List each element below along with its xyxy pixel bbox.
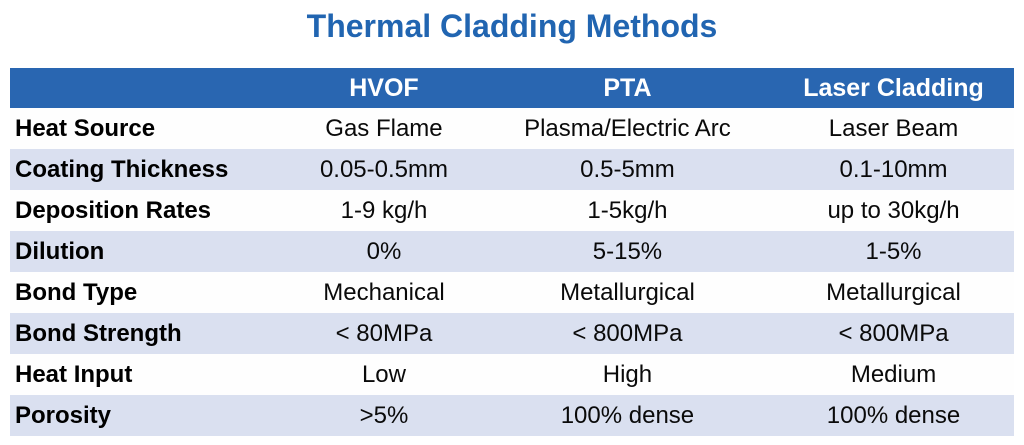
row-label: Dilution bbox=[15, 237, 105, 265]
cell-pta: Plasma/Electric Arc bbox=[524, 114, 731, 142]
cell-pta: 1-5kg/h bbox=[587, 196, 668, 224]
cell-laser: 1-5% bbox=[865, 237, 922, 265]
table-row-heat-source: Heat Source Gas Flame Plasma/Electric Ar… bbox=[10, 108, 1014, 149]
table-row-deposition-rates: Deposition Rates 1-9 kg/h 1-5kg/h up to … bbox=[10, 190, 1014, 231]
cell-hvof: Gas Flame bbox=[325, 114, 443, 142]
cell-hvof: >5% bbox=[359, 401, 409, 429]
cell-laser: < 800MPa bbox=[838, 319, 949, 347]
cell-laser: up to 30kg/h bbox=[827, 196, 960, 224]
row-label: Heat Input bbox=[15, 360, 133, 388]
table-row-bond-strength: Bond Strength < 80MPa < 800MPa < 800MPa bbox=[10, 313, 1014, 354]
cell-pta: 5-15% bbox=[592, 237, 663, 265]
header-cell-pta: PTA bbox=[481, 68, 774, 108]
cell-hvof: Low bbox=[361, 360, 406, 388]
row-label: Porosity bbox=[15, 401, 112, 429]
comparison-table: HVOF PTA Laser Cladding Heat Source Gas … bbox=[10, 68, 1014, 436]
page-title: Thermal Cladding Methods bbox=[306, 8, 718, 44]
header-cell-empty bbox=[10, 68, 287, 108]
cell-laser: 100% dense bbox=[826, 401, 961, 429]
cell-pta: 100% dense bbox=[560, 401, 695, 429]
row-label: Coating Thickness bbox=[15, 155, 229, 183]
cell-hvof: < 80MPa bbox=[335, 319, 433, 347]
cell-laser: Laser Beam bbox=[828, 114, 959, 142]
cell-laser: Medium bbox=[850, 360, 937, 388]
header-row: HVOF PTA Laser Cladding bbox=[10, 68, 1014, 108]
cell-hvof: 0% bbox=[366, 237, 402, 265]
cell-pta: High bbox=[602, 360, 653, 388]
cell-pta: Metallurgical bbox=[560, 278, 695, 306]
cell-hvof: 0.05-0.5mm bbox=[319, 155, 448, 183]
table-row-bond-type: Bond Type Mechanical Metallurgical Metal… bbox=[10, 272, 1014, 313]
cell-pta: 0.5-5mm bbox=[580, 155, 675, 183]
cell-pta: < 800MPa bbox=[572, 319, 683, 347]
row-label: Bond Strength bbox=[15, 319, 182, 347]
table-row-dilution: Dilution 0% 5-15% 1-5% bbox=[10, 231, 1014, 272]
row-label: Bond Type bbox=[15, 278, 138, 306]
table-row-heat-input: Heat Input Low High Medium bbox=[10, 354, 1014, 395]
cell-laser: Metallurgical bbox=[826, 278, 961, 306]
row-label: Heat Source bbox=[15, 114, 156, 142]
row-label: Deposition Rates bbox=[15, 196, 212, 224]
cell-hvof: 1-9 kg/h bbox=[340, 196, 428, 224]
header-cell-laser-cladding: Laser Cladding bbox=[773, 68, 1014, 108]
table-row-porosity: Porosity >5% 100% dense 100% dense bbox=[10, 395, 1014, 436]
cell-laser: 0.1-10mm bbox=[839, 155, 948, 183]
table-row-coating-thickness: Coating Thickness 0.05-0.5mm 0.5-5mm 0.1… bbox=[10, 149, 1014, 190]
cell-hvof: Mechanical bbox=[323, 278, 445, 306]
header-cell-hvof: HVOF bbox=[286, 68, 482, 108]
